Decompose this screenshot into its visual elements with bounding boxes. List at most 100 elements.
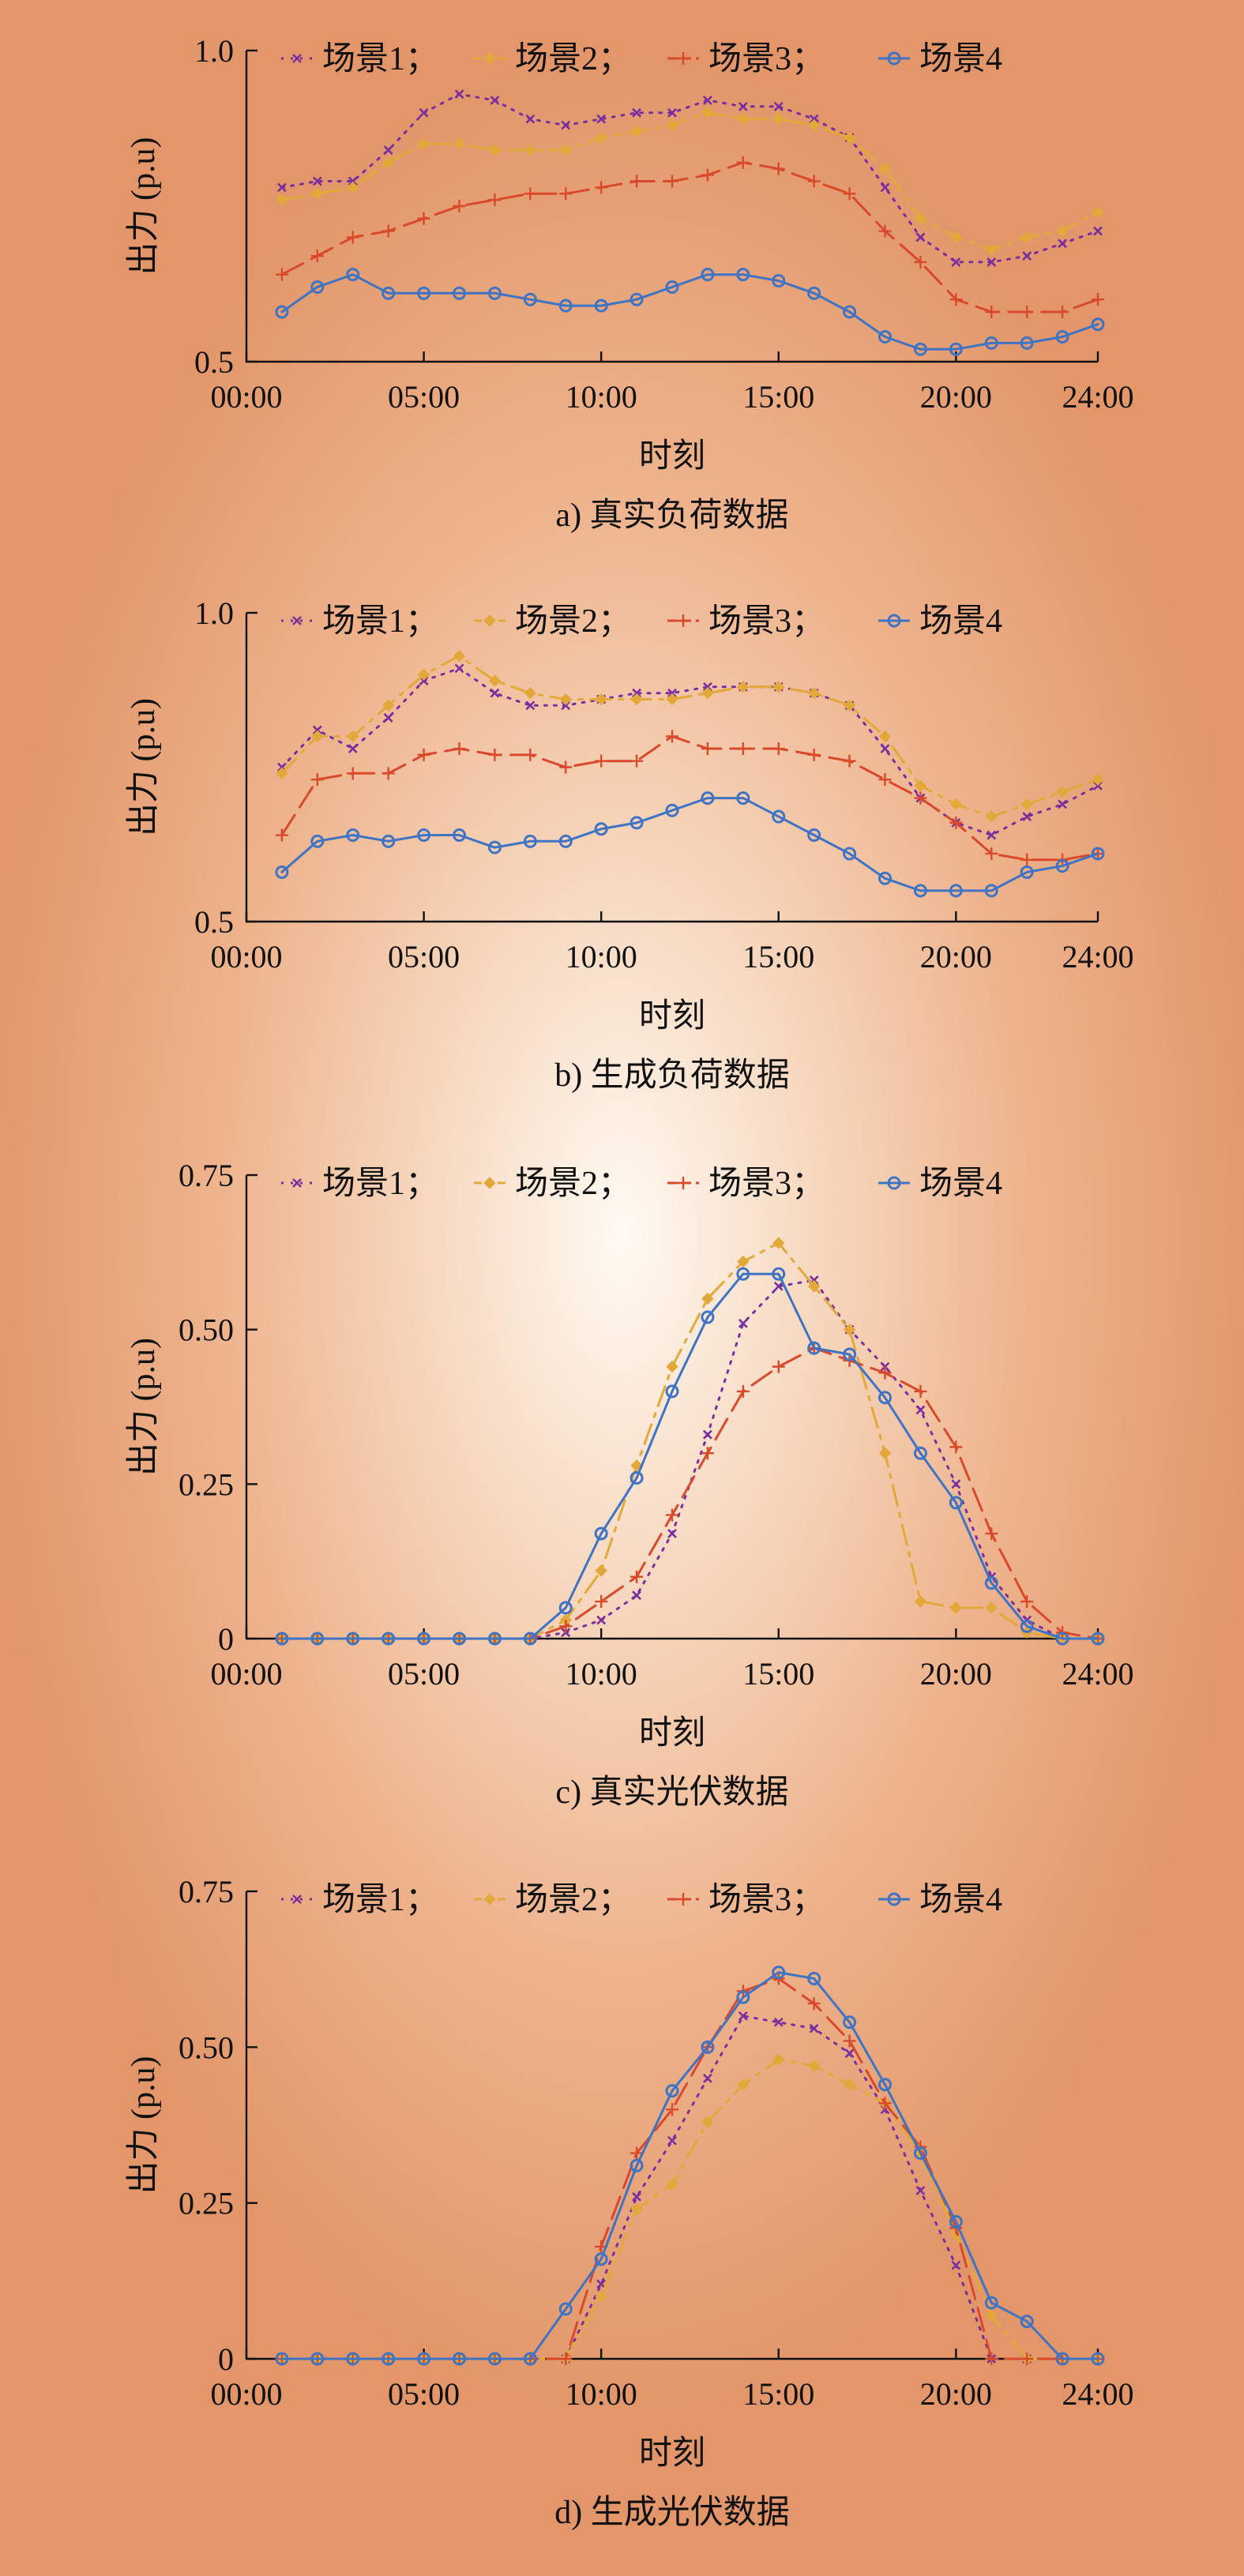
axes-d [245,1891,1098,2360]
y-tick-label: 0.75 [179,1158,234,1193]
data-point [737,112,750,126]
data-point [736,1267,750,1281]
data-point [736,791,750,805]
data-point [381,834,396,848]
data-point [736,1384,750,1398]
legend-marker-2 [483,1893,496,1906]
data-point [737,681,750,693]
data-point [558,2302,573,2316]
data-point [419,107,429,118]
data-point [1056,224,1069,238]
x-tick-label: 05:00 [388,379,460,415]
data-point [738,1318,748,1328]
legend-marker-2 [483,52,496,65]
data-point [1020,2353,1034,2365]
data-point [524,187,537,201]
data-point [701,2040,715,2054]
series-line [280,1971,1099,2360]
series-line [280,1279,1099,1640]
data-point [559,693,572,706]
data-point [984,1576,998,1590]
data-point [594,2252,608,2266]
data-point [417,212,430,225]
data-point [417,828,431,843]
data-point [773,102,784,111]
x-tick-label: 15:00 [742,939,814,974]
legend-marker-4 [887,1892,901,1906]
data-point [453,742,466,756]
data-point [524,686,537,700]
data-point [632,688,642,698]
axes-b [245,613,1098,923]
data-point [809,2023,819,2033]
data-point [951,257,961,267]
x-tick-label: 24:00 [1062,939,1133,974]
data-point [737,2078,750,2091]
data-point [878,2078,892,2092]
series-4 [275,1966,1105,2366]
data-point [276,182,287,193]
data-point [985,2309,998,2322]
y-tick-label: 1.0 [194,595,234,631]
data-point [454,663,464,674]
x-tick-label: 10:00 [566,379,637,415]
x-tick-label: 10:00 [566,1656,637,1692]
data-point [630,1471,644,1485]
data-point [807,828,821,843]
data-point [595,754,608,768]
data-point [487,1632,502,1646]
data-point [1020,798,1033,811]
data-point [1092,773,1104,786]
data-point [1020,1619,1034,1633]
data-point [701,1292,714,1305]
data-point [347,730,359,743]
data-point [630,2158,644,2172]
data-point [701,168,714,182]
legend-marker-1 [292,1178,302,1188]
legend-label-2: 场景2； [515,1882,631,1918]
data-point [454,89,464,100]
data-point [310,834,325,848]
x-tick-label: 24:00 [1062,379,1133,415]
data-point [381,699,395,712]
data-point [844,2048,855,2059]
data-point [807,286,821,300]
legend-marker-3 [677,1177,690,1189]
data-point [949,1440,963,1454]
data-point [275,268,288,281]
series-2 [276,650,1104,823]
data-point [736,156,750,169]
data-point [665,1384,679,1399]
data-point [701,791,715,805]
data-point [949,798,963,811]
data-point [453,286,466,300]
data-point [985,1602,998,1614]
series-4 [275,791,1105,898]
data-point [738,102,748,111]
data-point [488,748,502,761]
data-point [843,305,857,319]
x-tick-label: 20:00 [920,939,992,974]
data-point [346,767,359,780]
data-point [878,163,892,175]
data-point [1022,812,1032,821]
data-point [951,1479,961,1489]
legend-marker-4 [887,1176,901,1190]
legend-label-1: 场景1； [322,1166,438,1202]
y-axis-label: 出力 (p.u) [126,698,162,836]
data-point [701,1310,715,1324]
data-point [453,137,466,150]
data-point [666,1508,678,1522]
x-tick-label: 15:00 [742,1656,814,1692]
data-point [275,828,288,842]
panel-caption: d) 生成光伏数据 [554,2495,790,2531]
data-point [1091,317,1105,332]
data-point [843,2034,856,2048]
x-tick-label: 24:00 [1062,1656,1133,1692]
series-line [280,1346,1099,1640]
data-point [275,1632,289,1646]
series-line [280,1272,1099,1640]
data-point [949,231,963,244]
data-point [736,268,750,282]
data-point [630,2202,643,2216]
